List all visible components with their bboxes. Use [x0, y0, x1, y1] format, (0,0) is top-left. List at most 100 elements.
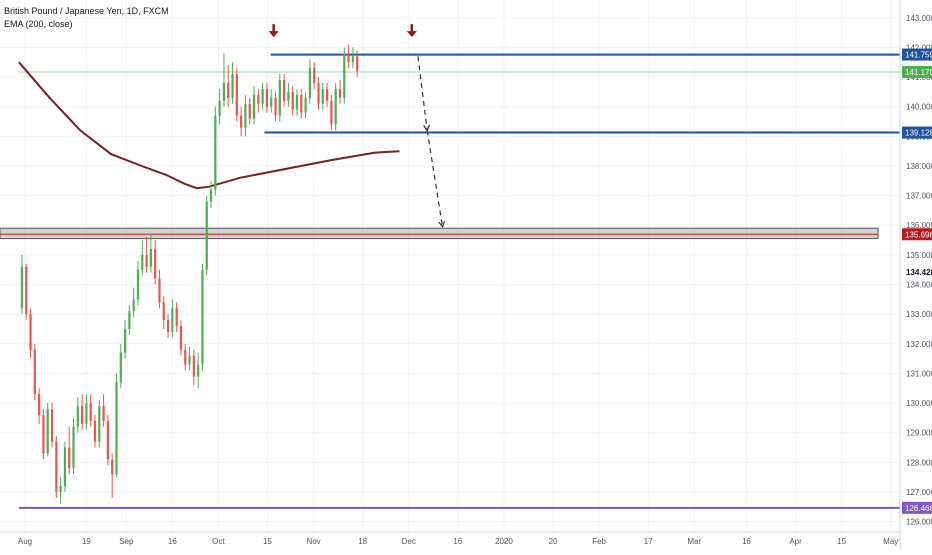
annotations [268, 24, 446, 228]
price-tag-label: 126.466 [905, 504, 932, 513]
candle-body [145, 254, 148, 267]
candle-body [106, 420, 109, 460]
time-tick-label: 2020 [495, 537, 513, 546]
price-tick-label: 130.000 [906, 399, 932, 408]
time-tick-label: Feb [592, 537, 606, 546]
candle-body [291, 91, 294, 110]
price-tick-label: 140.000 [906, 103, 932, 112]
price-tick-label: 142.000 [906, 43, 932, 52]
candle-body [154, 248, 157, 279]
horizontal-levels[interactable] [0, 53, 900, 509]
candle-body [209, 189, 213, 202]
price-tick-label: 133.000 [906, 310, 932, 319]
candle-body [227, 82, 230, 98]
price-tick-label: 127.000 [906, 488, 932, 497]
peak-arrow-head [406, 31, 417, 38]
candle-body [98, 406, 101, 442]
candle-body [197, 364, 200, 377]
candle-body [149, 248, 152, 267]
price-tag-purple [902, 501, 932, 514]
price-tick-label: 134.428 [906, 268, 932, 277]
candle-body [295, 94, 299, 110]
candle-body [248, 103, 251, 119]
ema-series [18, 61, 400, 190]
indicator-title[interactable]: EMA (200, close) [4, 19, 73, 29]
candle-body [158, 278, 161, 303]
candle-body [20, 266, 24, 309]
candle-body [351, 56, 354, 63]
projection-dash [426, 130, 444, 227]
price-tag-blue [902, 126, 932, 139]
candle-body [171, 308, 174, 332]
candle-body [162, 302, 165, 321]
price-tag-label: 141.759 [905, 51, 932, 60]
candle-body [115, 382, 118, 475]
candle-body [50, 409, 54, 442]
candle-body [222, 82, 226, 101]
candle-body [68, 447, 71, 469]
candle-body [136, 269, 140, 300]
candle-body [270, 97, 273, 107]
projection-dash [417, 56, 428, 131]
price-tag-blue [902, 48, 932, 61]
candle-body [214, 115, 217, 190]
candle-body [132, 299, 135, 312]
candle-body [72, 426, 75, 469]
candle-body [46, 409, 49, 454]
time-tick-label: May [883, 537, 898, 546]
candle-body [85, 403, 88, 424]
time-tick-label: 15 [837, 537, 846, 546]
time-tick-label: 16 [168, 537, 177, 546]
price-tick-label: 137.000 [906, 192, 932, 201]
time-tick-label: 20 [549, 537, 558, 546]
candle-body [308, 68, 311, 98]
candle-body [338, 88, 342, 98]
candle-body [330, 100, 333, 125]
candle-body [33, 349, 36, 395]
time-tick-label: Nov [306, 537, 320, 546]
candle-body [205, 201, 208, 270]
candle-body [123, 328, 127, 353]
candle-body [313, 68, 316, 83]
candle-body [278, 80, 281, 116]
price-tag-green [902, 66, 932, 79]
price-tag-red [902, 228, 932, 241]
time-tick-label: Aug [18, 537, 32, 546]
price-tags: 141.759 141.170 139.128 135.696 126.466 [902, 48, 932, 514]
candle-body [184, 349, 187, 365]
price-tick-label: 128.000 [906, 458, 932, 467]
price-tag-label: 141.170 [905, 68, 932, 77]
candle-body [175, 308, 178, 327]
chart-legend: British Pound / Japanese Yen, 1D, FXCM E… [4, 5, 169, 31]
candle-body [166, 320, 170, 332]
candle-body [128, 311, 131, 329]
symbol-title[interactable]: British Pound / Japanese Yen, 1D, FXCM [4, 6, 169, 16]
price-tick-label: 129.000 [906, 429, 932, 438]
candle-body [334, 88, 337, 125]
price-axis[interactable]: 143.000142.000141.000140.000139.000138.0… [899, 0, 932, 550]
candle-body [300, 94, 303, 113]
price-tick-label: 126.000 [906, 518, 932, 527]
price-tick-label: 136.000 [906, 221, 932, 230]
candle-body [55, 441, 58, 492]
price-tick-label: 134.000 [906, 281, 932, 290]
time-axis[interactable]: Aug 19 Sep 16 Oct 15 Nov 18 Dec 16 2020 20 Feb 17 Mar 1… [0, 531, 900, 546]
candle-body [218, 100, 221, 116]
candle-body [265, 88, 269, 107]
ema-line [18, 61, 400, 190]
price-tick-label: 132.000 [906, 340, 932, 349]
time-tick-label: 16 [453, 537, 462, 546]
time-tick-label: Sep [119, 537, 134, 546]
candle-body [42, 414, 45, 454]
candle-body [343, 53, 346, 98]
time-tick-label: Apr [789, 537, 802, 546]
candle-body [59, 486, 62, 492]
candle-body [119, 352, 122, 383]
time-tick-label: 15 [263, 537, 272, 546]
candle-body [244, 103, 247, 128]
candle-body [240, 115, 243, 128]
candle-body [283, 80, 286, 101]
